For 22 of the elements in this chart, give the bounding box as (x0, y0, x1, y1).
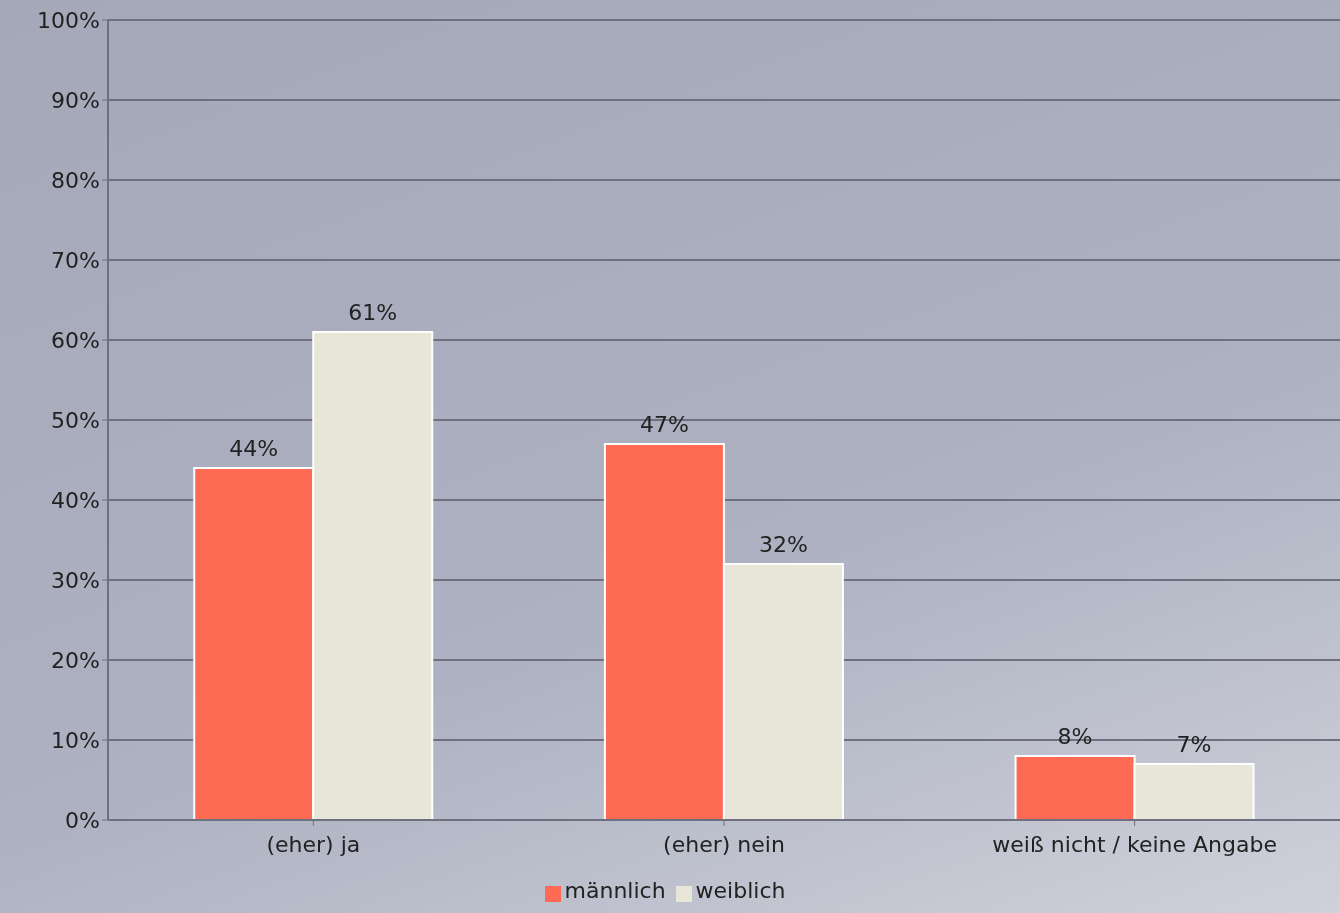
y-tick-label: 90% (51, 87, 100, 113)
y-tick-label: 30% (51, 567, 100, 593)
data-label: 47% (639, 412, 689, 437)
y-tick-label: 60% (51, 327, 100, 353)
data-label: 44% (229, 436, 279, 461)
y-tick-label: 80% (51, 167, 100, 193)
y-tick-label: 70% (51, 247, 100, 273)
y-tick-label: 100% (37, 7, 100, 33)
y-tick-label: 20% (51, 647, 100, 673)
data-label: 32% (758, 532, 808, 557)
y-tick-label: 50% (51, 407, 100, 433)
data-label: 61% (348, 300, 398, 325)
y-tick-label: 10% (51, 727, 100, 753)
data-label: 7% (1176, 732, 1212, 757)
x-tick-label: (eher) nein (663, 831, 785, 857)
x-tick-label: (eher) ja (266, 831, 361, 857)
x-tick-label: weiß nicht / keine Angabe (992, 831, 1277, 857)
y-tick-label: 40% (51, 487, 100, 513)
legend-label: männlich (564, 878, 666, 903)
y-tick-label: 0% (65, 807, 100, 833)
data-label: 8% (1057, 724, 1093, 749)
legend-label: weiblich (695, 878, 786, 903)
